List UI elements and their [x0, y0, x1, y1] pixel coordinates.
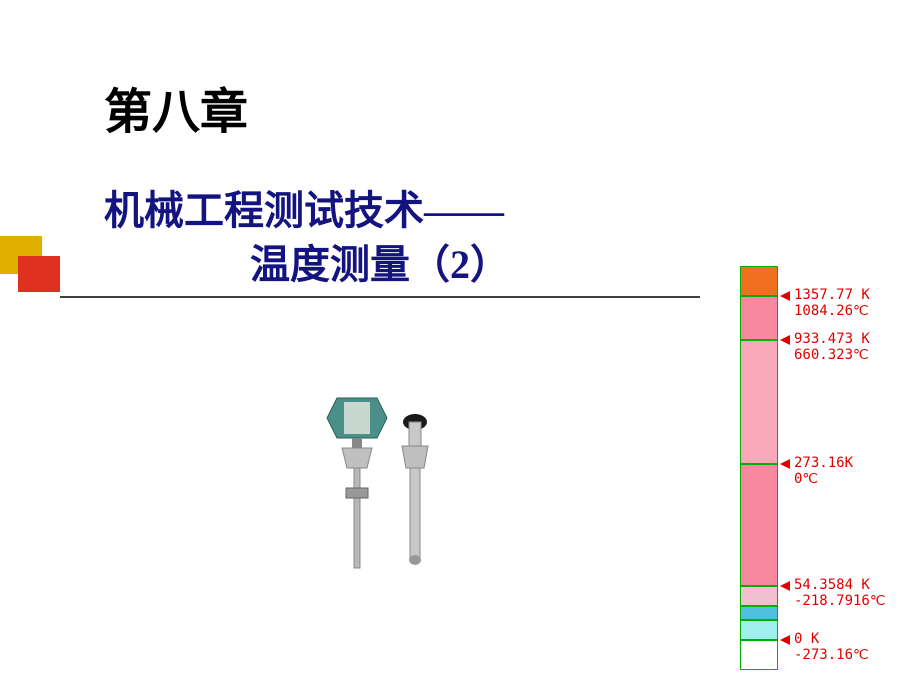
scale-label: 54.3584 K-218.7916℃: [794, 577, 886, 609]
main-title-line2: 温度测量（2）: [104, 238, 510, 292]
thermocouple-image: [302, 378, 462, 578]
scale-label: 0 K-273.16℃: [794, 631, 869, 663]
deco-red-square: [18, 256, 60, 292]
chapter-title: 第八章: [104, 72, 248, 142]
scale-arrow-icon: [780, 291, 790, 301]
scale-segment: [740, 640, 778, 670]
scale-segment: [740, 340, 778, 464]
scale-segment: [740, 464, 778, 586]
scale-arrow-icon: [780, 335, 790, 345]
scale-arrow-icon: [780, 459, 790, 469]
temperature-scale: 1357.77 K1084.26℃ 933.473 K660.323℃ 273.16…: [740, 266, 910, 670]
scale-label: 273.16K0℃: [794, 455, 853, 487]
scale-arrow-icon: [780, 581, 790, 591]
scale-segment: [740, 620, 778, 640]
scale-arrow-icon: [780, 635, 790, 645]
scale-label: 933.473 K660.323℃: [794, 331, 870, 363]
title-underline: [60, 296, 700, 298]
main-title-line1: 机械工程测试技术——: [104, 188, 504, 233]
scale-segment: [740, 266, 778, 296]
scale-segment: [740, 296, 778, 340]
scale-segment: [740, 586, 778, 606]
main-title: 机械工程测试技术—— 温度测量（2）: [104, 184, 510, 292]
scale-label: 1357.77 K1084.26℃: [794, 287, 870, 319]
scale-segment: [740, 606, 778, 620]
